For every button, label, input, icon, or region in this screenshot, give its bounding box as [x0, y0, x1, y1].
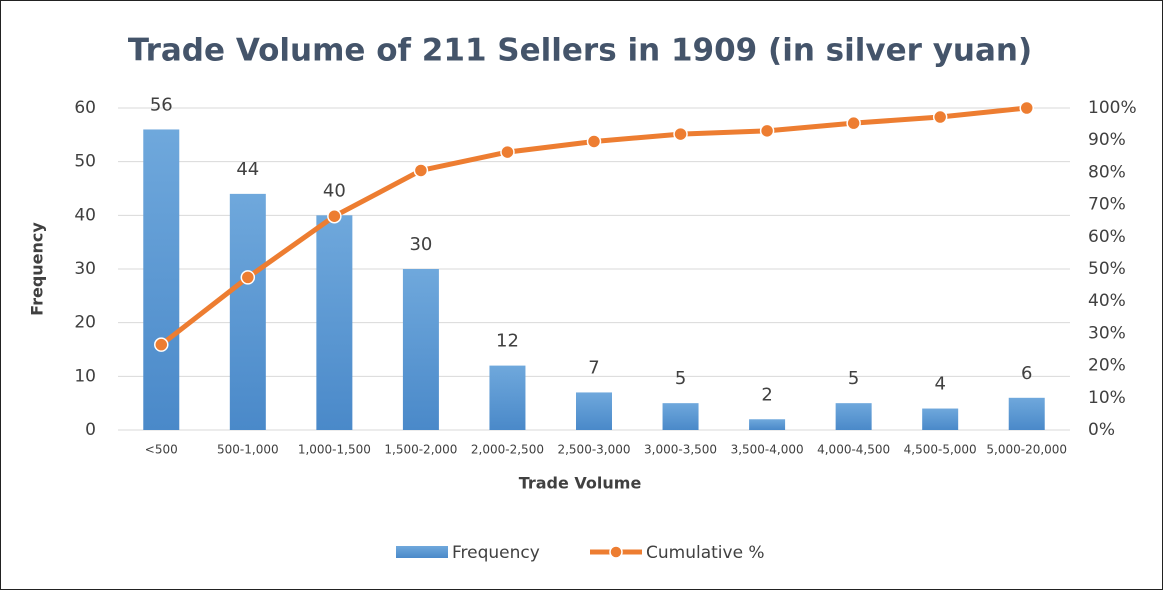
- data-label: 56: [150, 94, 173, 115]
- line-marker: [759, 123, 775, 139]
- data-label: 12: [496, 331, 519, 352]
- y-tick-label: 50: [74, 152, 96, 172]
- y-tick-label: 0: [85, 420, 96, 440]
- line-marker: [413, 163, 429, 178]
- line-marker: [932, 109, 948, 125]
- data-label: 30: [409, 234, 432, 255]
- x-axis-title: Trade Volume: [519, 474, 642, 493]
- bar: [922, 408, 959, 430]
- x-tick-label: 3,000-3,500: [644, 443, 717, 457]
- y2-tick-label: 40%: [1088, 291, 1126, 311]
- y2-tick-label: 10%: [1088, 388, 1126, 408]
- data-label: 2: [761, 384, 772, 405]
- bar: [229, 193, 266, 430]
- y-axis-title: Frequency: [28, 222, 47, 316]
- data-label: 44: [236, 159, 259, 180]
- data-label: 7: [588, 357, 599, 378]
- line-marker: [673, 126, 688, 142]
- x-tick-label: 4,000-4,500: [817, 443, 890, 457]
- line-marker: [154, 337, 169, 352]
- y2-tick-label: 20%: [1088, 356, 1126, 376]
- legend-swatch: [396, 546, 448, 558]
- y2-tick-label: 70%: [1088, 195, 1126, 215]
- legend-swatch: [609, 545, 623, 559]
- x-tick-label: 500-1,000: [217, 443, 279, 457]
- data-label: 4: [934, 374, 945, 395]
- chart-title: Trade Volume of 211 Sellers in 1909 (in …: [128, 33, 1032, 69]
- bar: [749, 419, 786, 430]
- line-marker: [846, 115, 861, 131]
- x-tick-label: 1,000-1,500: [298, 443, 371, 457]
- y2-tick-label: 0%: [1088, 420, 1115, 440]
- line-marker: [327, 208, 342, 224]
- x-tick-label: 1,500-2,000: [384, 443, 457, 457]
- bar: [1008, 397, 1045, 430]
- bar: [402, 269, 439, 430]
- bar: [576, 392, 612, 430]
- bar: [835, 403, 872, 430]
- x-tick-label: 4,500-5,000: [904, 443, 977, 457]
- data-label: 6: [1021, 363, 1032, 384]
- bar: [489, 365, 526, 430]
- x-tick-label: 5,000-20,000: [986, 443, 1067, 457]
- bar: [143, 129, 180, 430]
- bar: [316, 215, 353, 430]
- y-tick-label: 20: [74, 313, 96, 333]
- x-tick-label: 2,000-2,500: [471, 443, 544, 457]
- bar: [662, 403, 699, 430]
- y2-tick-label: 90%: [1088, 130, 1126, 150]
- legend-label: Cumulative %: [646, 543, 765, 563]
- x-tick-label: 3,500-4,000: [731, 443, 804, 457]
- x-tick-label: 2,500-3,000: [557, 443, 630, 457]
- y-tick-label: 10: [74, 366, 96, 386]
- data-label: 5: [675, 368, 686, 389]
- line-marker: [500, 144, 515, 160]
- y-tick-label: 30: [74, 259, 96, 279]
- line-marker: [586, 134, 602, 149]
- y2-tick-label: 100%: [1088, 98, 1137, 118]
- y-tick-label: 60: [74, 98, 96, 118]
- y2-tick-label: 80%: [1088, 162, 1126, 182]
- y2-tick-label: 30%: [1088, 323, 1126, 343]
- data-label: 5: [848, 368, 859, 389]
- line-marker: [240, 270, 256, 285]
- y2-tick-label: 60%: [1088, 227, 1126, 247]
- data-label: 40: [323, 180, 346, 201]
- y2-tick-label: 50%: [1088, 259, 1126, 279]
- line-marker: [1019, 100, 1034, 116]
- legend-label: Frequency: [452, 543, 540, 563]
- y-tick-label: 40: [74, 205, 96, 225]
- x-tick-label: <500: [145, 443, 178, 457]
